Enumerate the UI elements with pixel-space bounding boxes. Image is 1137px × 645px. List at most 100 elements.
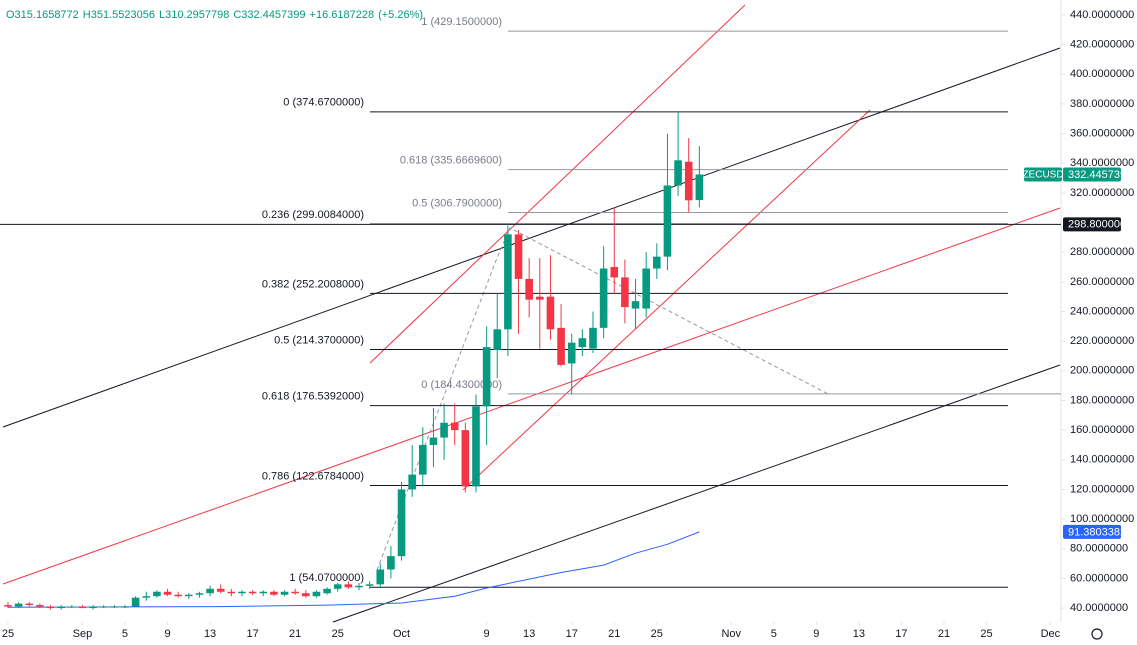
x-tick-label: 9 [813,628,819,640]
fib-label: 0.618 (335.6669600) [400,155,502,167]
candle-body [291,591,299,594]
candle-body [408,474,416,490]
candle-body [482,347,491,407]
y-tick-label: 80.0000000 [1070,543,1128,555]
candle-body [461,430,470,487]
y-tick-label: 340.0000000 [1070,157,1134,169]
candle-body [270,591,278,595]
y-tick-label: 360.0000000 [1070,127,1134,139]
moving-average [7,531,700,608]
y-tick-label: 440.0000000 [1070,9,1134,21]
candle-body [89,606,97,609]
candle-body [376,569,385,585]
x-tick-label: Nov [721,628,741,640]
y-tick-label: 420.0000000 [1070,39,1134,51]
candle-body [621,277,629,308]
x-tick-label: 25 [980,628,992,640]
ohlc-value: +16.6187228 [310,9,375,21]
candle-body [589,327,597,349]
candle-body [259,591,268,594]
drawings [2,4,1061,623]
candle-body [344,584,353,588]
candle-body [631,301,640,309]
x-tick-label: 17 [246,628,258,640]
y-tick-label: 240.0000000 [1070,305,1134,317]
candle-body [99,606,108,608]
candle-body [36,605,44,607]
x-tick-label: 13 [204,628,216,640]
x-tick-label: 9 [484,628,490,640]
candle-body [419,444,427,475]
candle-body [440,422,448,438]
trend-line [2,47,1061,428]
y-tick-label: 140.0000000 [1070,454,1134,466]
fib-label: 0.236 (299.0084000) [262,209,364,221]
candle-body [248,591,257,594]
symbol-tag [1024,167,1062,182]
x-tick-label: 21 [938,628,950,640]
x-tick-label: Dec [1041,628,1061,640]
ohlc-value: L310.2957798 [159,9,229,21]
ohlc-header: O315.1658772 H351.5523056 L310.2957798 C332… [6,9,423,21]
x-tick-label: Oct [393,628,410,640]
candle-body [78,606,87,609]
settings-icon[interactable] [1091,628,1103,640]
candle-body [280,591,289,595]
candle-body [387,556,395,570]
fib-label: 1 (429.1500000) [421,16,502,28]
candle-body [493,329,502,351]
candle-body [121,606,129,608]
candle-body [195,593,204,595]
y-tick-label: 60.0000000 [1070,572,1128,584]
price-tag [1063,217,1121,232]
x-tick-label: 17 [895,628,907,640]
candle-body [653,256,661,269]
candle-body [536,296,544,300]
zigzag-line [376,227,831,571]
y-tick-label: 40.0000000 [1070,602,1128,614]
x-tick-label: 21 [608,628,620,640]
y-tick-label: 160.0000000 [1070,424,1134,436]
candle-body [163,591,172,595]
candle-body [333,584,342,589]
ohlc-value: (+5.26%) [378,9,423,21]
y-tick-label: 400.0000000 [1070,68,1134,80]
candle-body [131,597,140,607]
y-tick-label: 180.0000000 [1070,394,1134,406]
candle-body [14,603,23,607]
x-tick-label: 25 [332,628,344,640]
candle-body [472,406,480,487]
candle-body [546,296,555,330]
candle-body [355,585,363,588]
candle-body [578,338,587,348]
candle-body [174,594,182,597]
x-tick-label: 25 [2,628,14,640]
price-tag-label: 298.8000000 [1068,219,1132,231]
candle-body [663,185,672,257]
ohlc-value: H351.5523056 [83,9,155,21]
x-tick-label: 9 [164,628,170,640]
candle-body [365,584,374,586]
y-tick-label: 260.0000000 [1070,276,1134,288]
x-tick-label: 13 [523,628,535,640]
price-tag-label: 91.3803382 [1068,526,1126,538]
candle-body [642,268,650,309]
candle-body [599,268,608,328]
candle-body [695,174,704,201]
candle-body [684,161,693,201]
ohlc-value: O315.1658772 [6,9,79,21]
candle-body [514,234,523,279]
candle-body [397,489,406,557]
x-tick-label: 25 [651,628,663,640]
x-tick-label: 13 [853,628,865,640]
candle-body [153,591,161,597]
y-tick-label: 320.0000000 [1070,187,1134,199]
trend-line [2,207,1061,585]
candle-body [238,591,246,594]
candle-body [46,606,55,609]
candle-body [557,327,565,365]
y-tick-label: 280.0000000 [1070,246,1134,258]
fib-label: 0 (374.6700000) [283,97,364,109]
candle-body [4,605,12,607]
